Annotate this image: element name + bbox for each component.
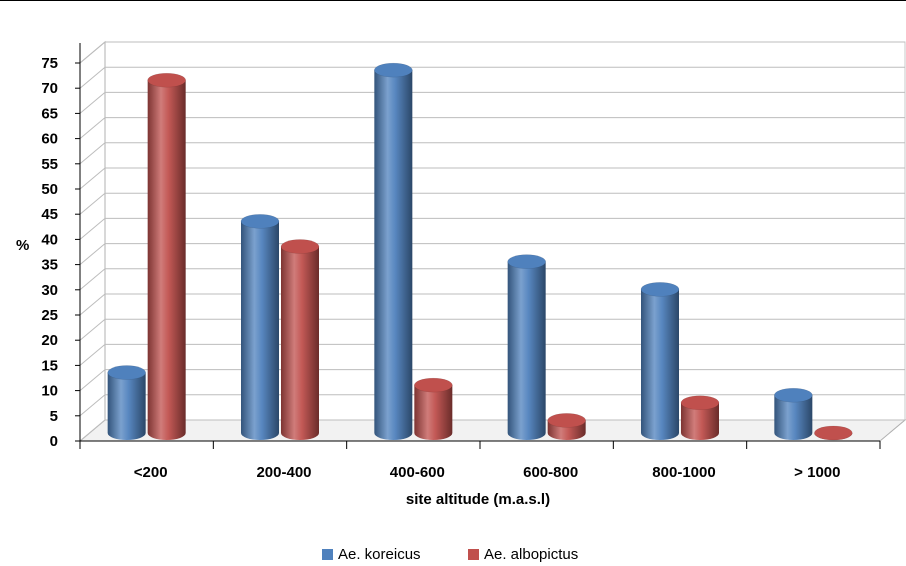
gridline [79,369,905,391]
x-axis-label: site altitude (m.a.s.l) [406,491,550,508]
bar-top [107,365,146,380]
bar-ae-koreicus-3 [507,254,546,440]
y-tick-label: 60 [41,131,58,148]
gridline [79,41,905,64]
bar-top [240,214,280,229]
bar-body [414,385,453,441]
bar-ae-albopictus-0 [147,72,186,440]
bar-body [107,372,146,441]
y-tick-label: 35 [41,257,58,274]
bar-top [640,282,680,297]
y-axis-label: % [16,237,29,254]
bar-top [280,239,320,254]
legend: Ae. koreicus Ae. albopictus [322,546,578,563]
bar-ae-koreicus-0 [107,365,146,441]
y-tick-label: 20 [41,332,58,349]
legend-swatch [322,549,333,560]
gridline [79,419,905,442]
bar-top [374,62,413,78]
bar-ae-koreicus-4 [640,282,680,440]
y-tick-label: 75 [41,55,58,72]
legend-swatch [468,549,479,560]
gridline [79,167,905,190]
bar-ae-albopictus-3 [547,413,586,441]
y-tick-label: 40 [41,231,58,248]
gridline [79,192,905,215]
side-wall [79,40,106,443]
bar-top [774,387,813,403]
gridline [79,91,905,114]
bar-body [641,289,679,440]
y-tick-label: 30 [41,282,58,299]
y-tick-label: 45 [41,206,58,223]
bars [107,62,853,441]
legend-label: Ae. albopictus [484,546,578,563]
back-wall [104,41,906,421]
x-tick-label: 400-600 [390,464,445,481]
bar-top [414,377,453,393]
legend-label: Ae. koreicus [338,546,421,563]
y-axis-ticks: 0 5 10 15 20 25 30 35 40 45 50 55 60 65 70 75 [41,55,80,450]
bar-body [241,221,279,440]
bar-body [147,80,186,440]
y-tick-label: 0 [50,433,58,450]
gridlines [79,41,905,442]
gridline [79,217,905,240]
bar-ae-koreicus-2 [374,62,413,441]
gridline [79,318,905,341]
bar-top [147,72,186,88]
y-tick-label: 55 [41,156,58,173]
bar-body [507,261,546,440]
bar-ae-koreicus-5 [774,387,813,441]
bar-body [281,246,319,440]
y-tick-label: 5 [50,408,58,425]
gridline [79,268,905,291]
x-axis-ticks: <200 200-400 400-600 600-800 800-1000 > 1000 [79,441,881,481]
y-tick-label: 15 [41,357,58,374]
gridline [79,394,905,417]
gridline [79,243,905,265]
chart-walls [78,40,906,443]
bar-top [680,395,720,411]
x-tick-label: 200-400 [256,464,311,481]
bar-body [681,402,719,440]
y-tick-label: 25 [41,307,58,324]
y-tick-label: 50 [41,181,58,198]
bar-ae-albopictus-4 [680,395,720,440]
x-tick-label: > 1000 [794,464,840,481]
y-tick-label: 10 [41,383,58,400]
x-tick-label: 600-800 [523,464,578,481]
y-tick-label: 65 [41,105,58,122]
gridline [79,66,905,89]
x-tick-label: <200 [134,464,168,481]
bar-top [507,254,546,269]
bar-ae-albopictus-1 [280,239,320,440]
bar-body [374,70,413,441]
x-tick-label: 800-1000 [652,464,715,481]
gridline [79,142,905,165]
bar-ae-albopictus-5 [814,425,853,441]
y-tick-label: 70 [41,80,58,97]
bar-ae-koreicus-1 [240,214,280,440]
bar-top [814,425,853,441]
bar-top [547,413,586,428]
gridline [79,293,905,316]
bar-ae-albopictus-2 [414,377,453,441]
gridline [79,117,905,139]
bar-body [774,395,813,441]
gridline [79,343,905,366]
